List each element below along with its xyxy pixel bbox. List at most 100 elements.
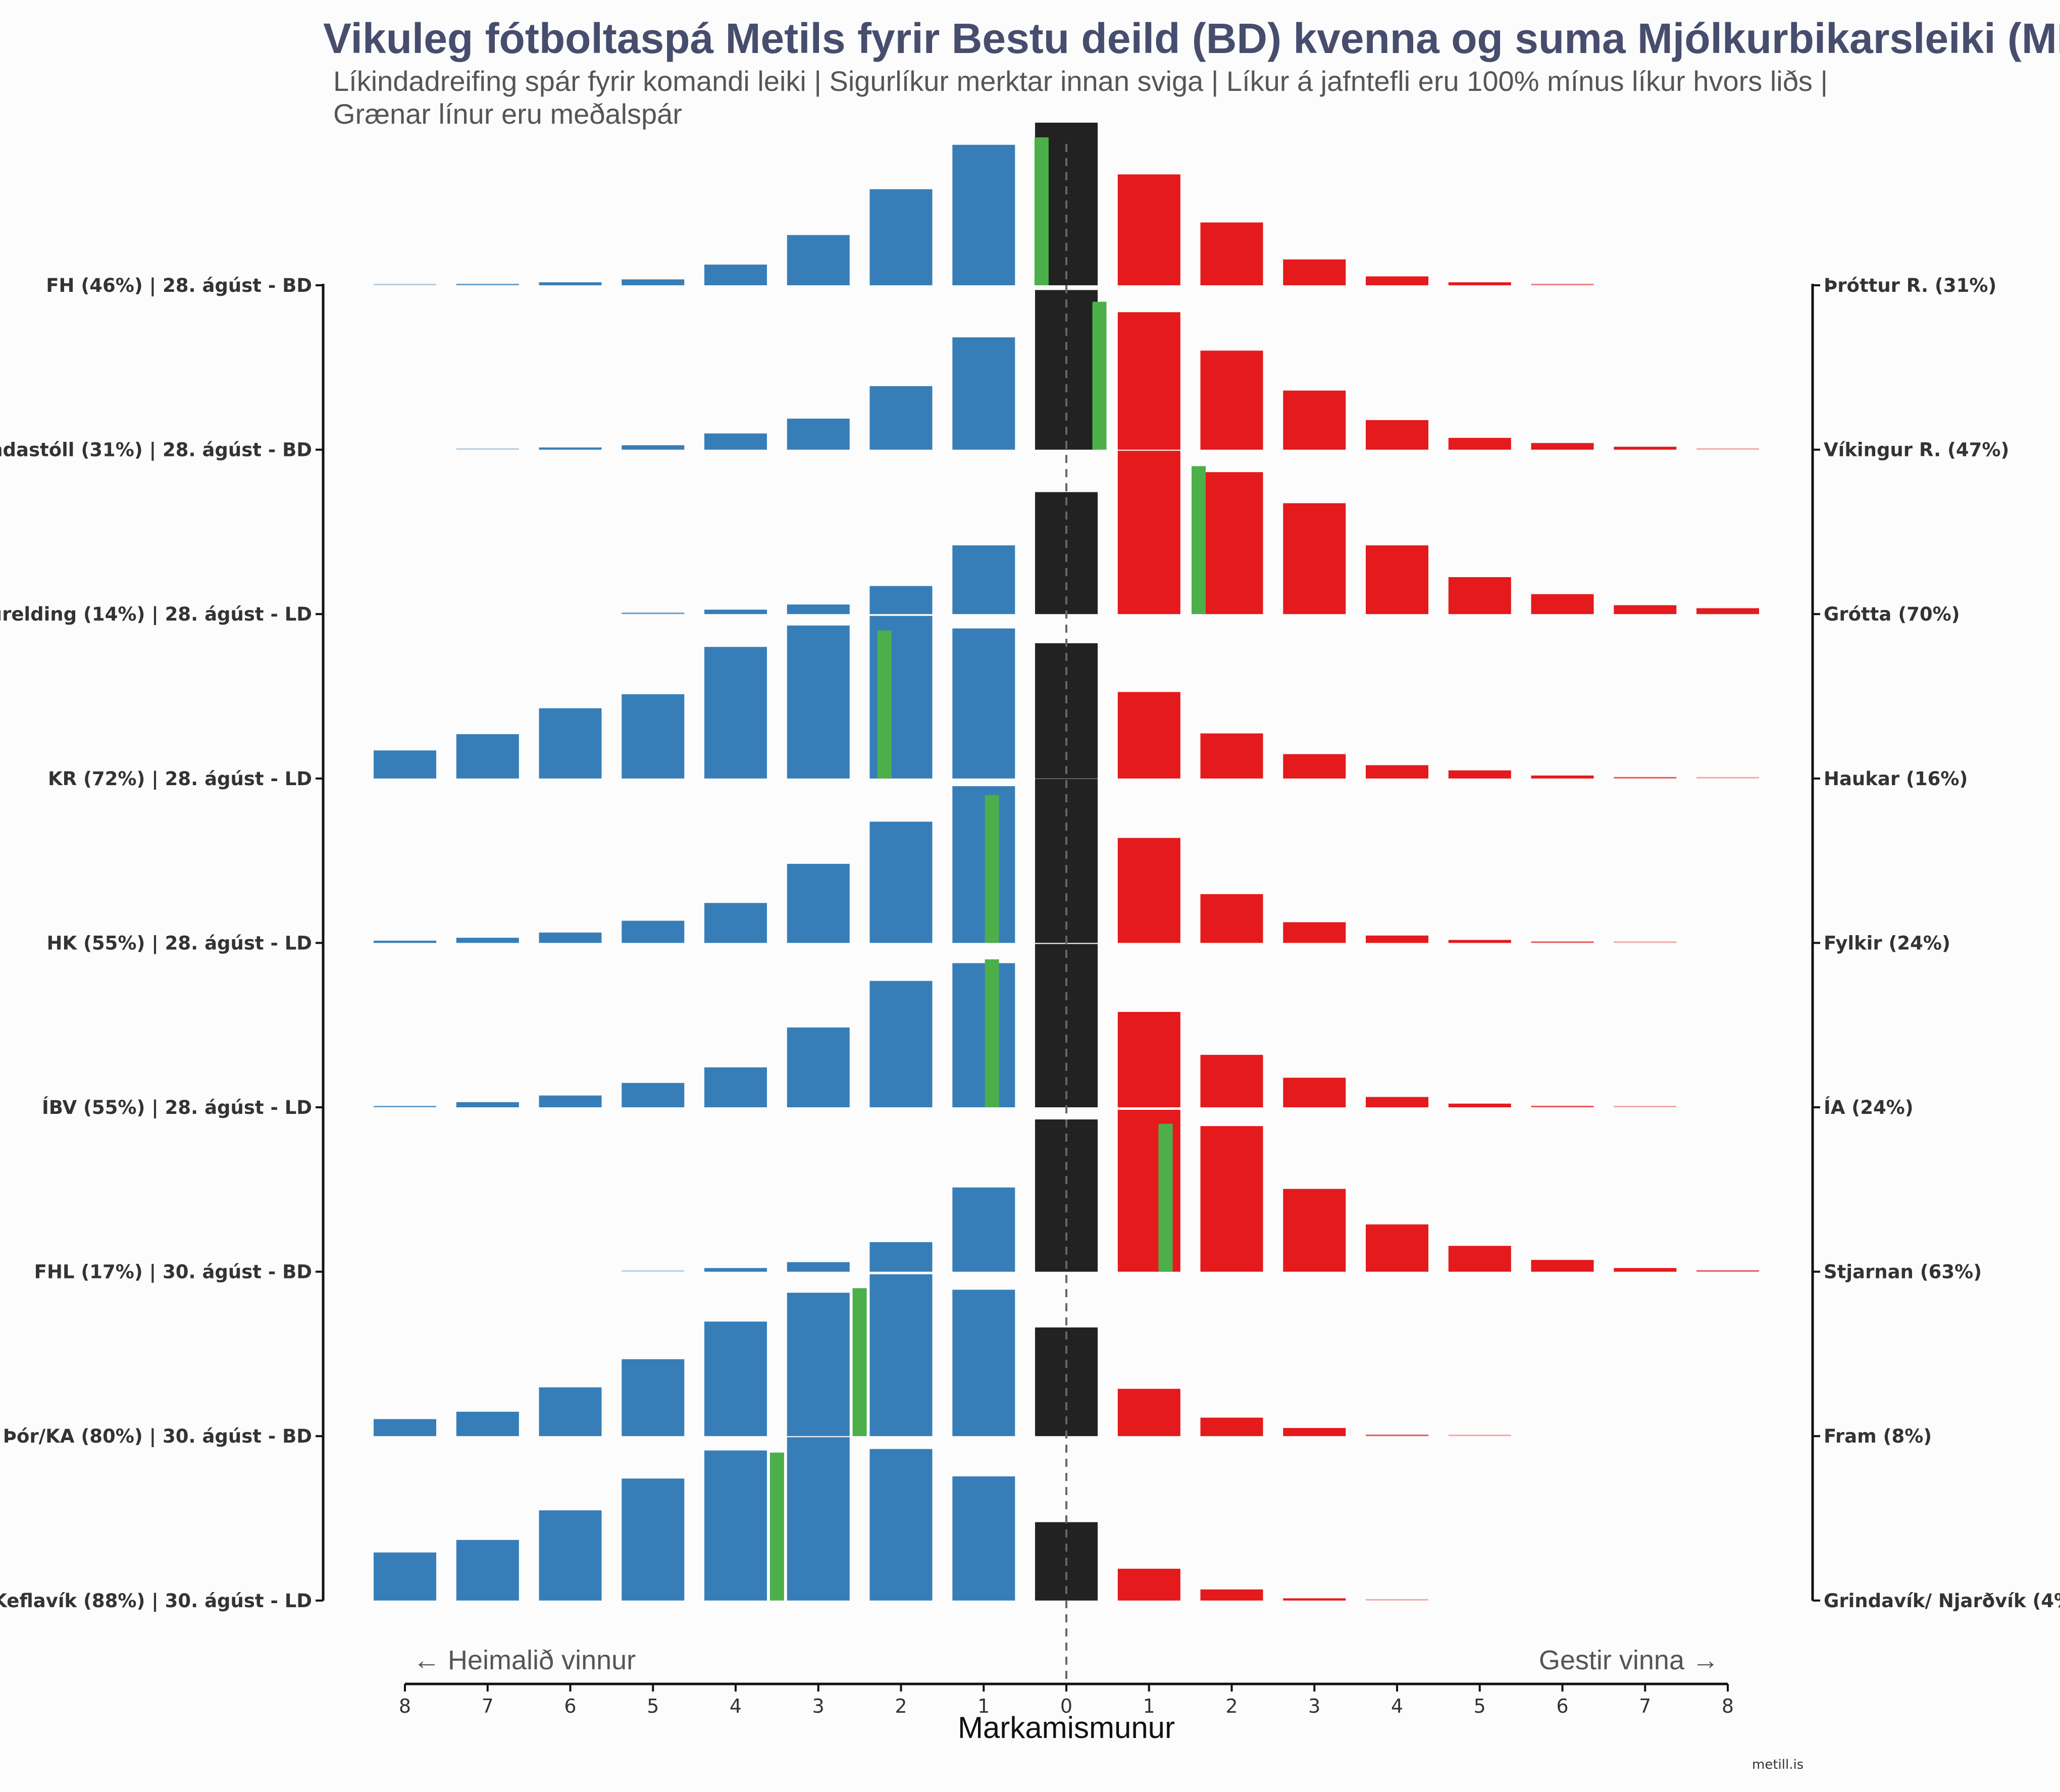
- away-win-bar-row6-diff3: [1283, 1078, 1346, 1107]
- draw-bar-row3-diff0: [1035, 492, 1098, 615]
- home-label-row9: Keflavík (88%) | 30. ágúst - LD: [0, 1590, 312, 1612]
- home-win-bar-row6-diff2: [869, 981, 933, 1107]
- home-win-bar-row6-diff5: [622, 1083, 685, 1107]
- home-label-row8: Þór/KA (80%) | 30. ágúst - BD: [3, 1425, 312, 1447]
- mean-marker-row8: [852, 1288, 867, 1437]
- away-label-row2: Víkingur R. (47%): [1824, 439, 2009, 461]
- away-label-row4: Haukar (16%): [1824, 768, 1968, 790]
- home-win-bar-row7-diff1: [952, 1187, 1015, 1272]
- home-win-bar-row3-diff2: [869, 586, 933, 615]
- home-win-bar-row6-diff7: [456, 1102, 519, 1107]
- x-tick-label-5: 3: [812, 1695, 825, 1717]
- away-win-bar-row3-diff2: [1200, 472, 1263, 615]
- home-win-bar-row3-diff4: [704, 609, 767, 615]
- away-win-bar-row2-diff5: [1448, 438, 1511, 450]
- away-win-bar-row5-diff4: [1366, 935, 1428, 943]
- away-win-bar-row7-diff5: [1448, 1246, 1511, 1272]
- home-win-bar-row5-diff2: [869, 822, 933, 943]
- home-win-bar-row4-diff1: [952, 628, 1015, 779]
- away-win-bar-row3-diff7: [1614, 605, 1677, 615]
- away-win-bar-row2-diff4: [1366, 420, 1428, 450]
- away-win-bar-row1-diff1: [1117, 174, 1180, 285]
- home-win-bar-row2-diff3: [787, 419, 850, 450]
- home-win-bar-row7-diff2: [869, 1242, 933, 1272]
- home-win-bar-row1-diff7: [456, 284, 519, 285]
- home-win-bar-row2-diff4: [704, 433, 767, 450]
- x-tick-label-12: 4: [1391, 1695, 1403, 1717]
- away-label-row3: Grótta (70%): [1824, 603, 1960, 625]
- home-win-bar-row3-diff5: [622, 612, 685, 615]
- x-axis-title: Markamismunur: [958, 1711, 1175, 1745]
- chart-subtitle-line-2: Grænar línur eru meðalspár: [333, 98, 682, 130]
- away-win-bar-row6-diff5: [1448, 1103, 1511, 1107]
- home-win-bar-row4-diff8: [374, 750, 436, 779]
- away-win-bar-row2-diff1: [1117, 312, 1180, 450]
- home-win-bar-row9-diff6: [539, 1510, 602, 1601]
- x-tick-label-6: 2: [895, 1695, 907, 1717]
- away-win-bar-row1-diff2: [1200, 222, 1263, 285]
- home-label-row3: Afturelding (14%) | 28. ágúst - LD: [0, 603, 312, 625]
- x-tick-label-8: 0: [1060, 1695, 1072, 1717]
- away-win-bar-row1-diff6: [1531, 284, 1594, 285]
- mean-marker-row7: [1158, 1123, 1173, 1272]
- home-win-bar-row5-diff3: [787, 863, 850, 943]
- away-win-bar-row2-diff3: [1283, 390, 1346, 450]
- away-win-bar-row9-diff3: [1283, 1598, 1346, 1601]
- away-win-bar-row4-diff5: [1448, 770, 1511, 779]
- away-win-bar-row2-diff6: [1531, 443, 1594, 450]
- home-direction-label: ← Heimalið vinnur: [413, 1645, 636, 1675]
- away-win-bar-row3-diff3: [1283, 503, 1346, 615]
- away-win-bar-row7-diff6: [1531, 1260, 1594, 1272]
- x-tick-label-9: 1: [1143, 1695, 1155, 1717]
- away-win-bar-row9-diff2: [1200, 1589, 1263, 1601]
- x-tick-label-14: 6: [1556, 1695, 1568, 1717]
- home-win-bar-row2-diff2: [869, 386, 933, 450]
- away-win-bar-row2-diff8: [1696, 448, 1759, 450]
- plot-area: [374, 122, 1759, 1686]
- away-win-bar-row8-diff1: [1117, 1389, 1180, 1437]
- away-win-bar-row1-diff4: [1366, 276, 1428, 285]
- away-win-bar-row3-diff6: [1531, 594, 1594, 615]
- away-label-row8: Fram (8%): [1824, 1425, 1932, 1447]
- home-win-bar-row7-diff3: [787, 1262, 850, 1272]
- away-win-bar-row6-diff4: [1366, 1097, 1428, 1107]
- match-row-5: [374, 779, 1677, 943]
- away-label-row5: Fylkir (24%): [1824, 932, 1950, 954]
- away-win-bar-row3-diff5: [1448, 577, 1511, 615]
- away-win-bar-row4-diff4: [1366, 765, 1428, 779]
- home-win-bar-row2-diff6: [539, 447, 602, 450]
- away-label-row1: Þróttur R. (31%): [1824, 275, 1996, 296]
- chart-subtitle-line-1: Líkindadreifing spár fyrir komandi leiki…: [333, 65, 1828, 97]
- away-win-bar-row5-diff1: [1117, 838, 1180, 943]
- away-win-bar-row4-diff2: [1200, 733, 1263, 779]
- x-tick-label-3: 5: [647, 1695, 659, 1717]
- home-win-bar-row1-diff8: [374, 284, 436, 285]
- mean-marker-row1: [1034, 137, 1049, 285]
- home-win-bar-row4-diff6: [539, 708, 602, 779]
- away-win-bar-row9-diff1: [1117, 1568, 1180, 1601]
- home-win-bar-row9-diff4: [704, 1450, 767, 1601]
- away-win-bar-row5-diff6: [1531, 941, 1594, 943]
- home-win-bar-row1-diff2: [869, 189, 933, 285]
- home-win-bar-row2-diff5: [622, 445, 685, 450]
- away-win-bar-row5-diff2: [1200, 894, 1263, 943]
- x-tick-label-10: 2: [1225, 1695, 1238, 1717]
- home-win-bar-row3-diff1: [952, 545, 1015, 615]
- home-win-bar-row1-diff4: [704, 265, 767, 285]
- home-win-bar-row6-diff4: [704, 1067, 767, 1107]
- mean-marker-row9: [769, 1452, 784, 1601]
- home-label-row7: FHL (17%) | 30. ágúst - BD: [34, 1261, 312, 1283]
- x-tick-label-1: 7: [482, 1695, 494, 1717]
- home-win-bar-row9-diff2: [869, 1449, 933, 1601]
- away-win-bar-row3-diff4: [1366, 545, 1428, 615]
- x-tick-label-4: 4: [730, 1695, 742, 1717]
- away-win-bar-row7-diff7: [1614, 1268, 1677, 1272]
- away-win-bar-row7-diff3: [1283, 1189, 1346, 1272]
- x-tick-label-2: 6: [564, 1695, 576, 1717]
- home-win-bar-row5-diff8: [374, 941, 436, 943]
- left-axis: FH (46%) | 28. ágúst - BD Tindastóll (31%…: [0, 275, 325, 1612]
- home-win-bar-row8-diff2: [869, 1274, 933, 1437]
- chart-title: Vikuleg fótboltaspá Metils fyrir Bestu d…: [323, 15, 2060, 62]
- away-win-bar-row1-diff5: [1448, 282, 1511, 285]
